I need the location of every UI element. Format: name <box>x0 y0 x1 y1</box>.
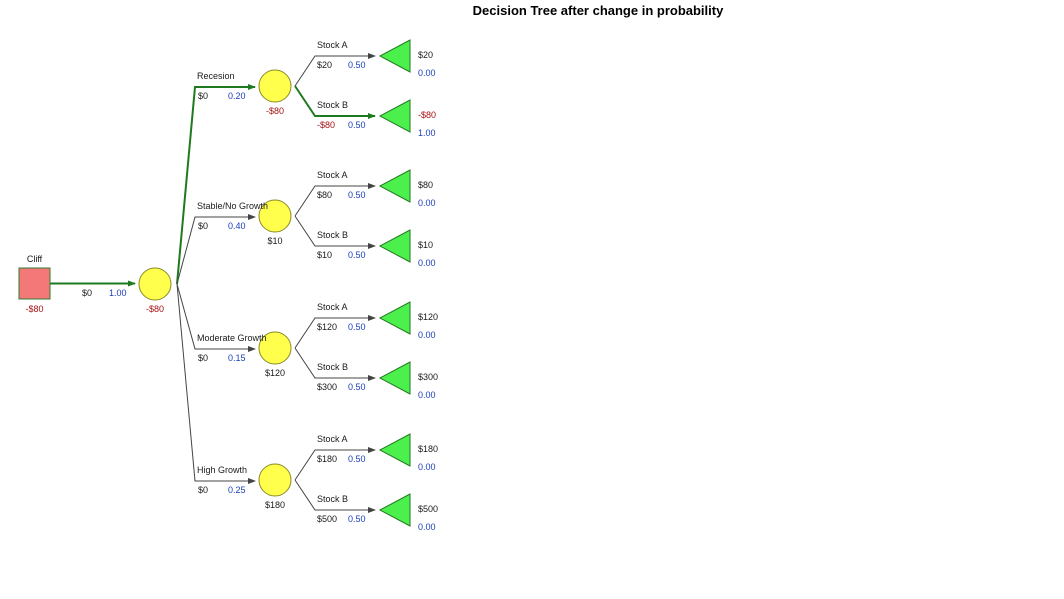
terminal-probability-1-1: 0.00 <box>418 258 436 268</box>
outcome-label-3-1: Stock B <box>317 494 348 504</box>
edge-outcome-0-1 <box>294 85 376 119</box>
branch-payoff-2: $0 <box>198 353 208 363</box>
outcome-probability-1-0: 0.50 <box>348 190 366 200</box>
terminal-value-3-0: $180 <box>418 444 438 454</box>
terminal-probability-3-1: 0.00 <box>418 522 436 532</box>
edge-outcome-3-0 <box>294 447 376 481</box>
outcome-probability-1-1: 0.50 <box>348 250 366 260</box>
outcome-probability-2-1: 0.50 <box>348 382 366 392</box>
chance-node-value-3: $180 <box>265 500 285 510</box>
branch-label-3: High Growth <box>197 465 247 475</box>
branch-payoff-3: $0 <box>198 485 208 495</box>
edge-branch-0 <box>176 84 256 285</box>
edge-branch-3 <box>176 283 256 484</box>
terminal-probability-2-1: 0.00 <box>418 390 436 400</box>
terminal-value-0-0: $20 <box>418 50 433 60</box>
branch-label-2: Moderate Growth <box>197 333 267 343</box>
root-branch-probability: 1.00 <box>109 288 127 298</box>
outcome-payoff-3-0: $180 <box>317 454 337 464</box>
outcome-payoff-2-1: $300 <box>317 382 337 392</box>
terminal-node-3-0 <box>378 433 411 467</box>
terminal-node-2-0 <box>378 301 411 335</box>
decision-node-square <box>18 267 51 300</box>
branch-payoff-1: $0 <box>198 221 208 231</box>
terminal-value-1-1: $10 <box>418 240 433 250</box>
outcome-label-0-0: Stock A <box>317 40 348 50</box>
chance-node-value: -$80 <box>146 304 164 314</box>
outcome-payoff-1-0: $80 <box>317 190 332 200</box>
outcome-payoff-0-0: $20 <box>317 60 332 70</box>
edge-branch-1 <box>176 214 256 285</box>
terminal-value-2-0: $120 <box>418 312 438 322</box>
chance-node-3 <box>258 463 292 497</box>
root-decision-label: Cliff <box>27 254 43 264</box>
terminal-probability-0-0: 0.00 <box>418 68 436 78</box>
outcome-payoff-1-1: $10 <box>317 250 332 260</box>
edge-outcome-2-1 <box>294 347 376 381</box>
chance-node-value-0: -$80 <box>266 106 284 116</box>
edge-outcome-2-0 <box>294 315 376 349</box>
outcome-label-1-1: Stock B <box>317 230 348 240</box>
branch-probability-0: 0.20 <box>228 91 246 101</box>
edge-branch-2 <box>176 283 256 352</box>
chance-node-0 <box>258 69 292 103</box>
terminal-probability-1-0: 0.00 <box>418 198 436 208</box>
chance-node-value-2: $120 <box>265 368 285 378</box>
terminal-value-3-1: $500 <box>418 504 438 514</box>
edge-outcome-1-0 <box>294 183 376 217</box>
branch-payoff-0: $0 <box>198 91 208 101</box>
terminal-value-2-1: $300 <box>418 372 438 382</box>
terminal-node-3-1 <box>378 493 411 527</box>
terminal-value-1-0: $80 <box>418 180 433 190</box>
terminal-node-0-1 <box>378 99 411 133</box>
terminal-node-1-1 <box>378 229 411 263</box>
outcome-probability-3-1: 0.50 <box>348 514 366 524</box>
edge-outcome-3-1 <box>294 479 376 513</box>
chance-node-value-1: $10 <box>267 236 282 246</box>
terminal-value-0-1: -$80 <box>418 110 436 120</box>
branch-label-1: Stable/No Growth <box>197 201 268 211</box>
terminal-node-0-0 <box>378 39 411 73</box>
tree-edges <box>50 53 376 513</box>
edge-outcome-1-1 <box>294 215 376 249</box>
outcome-probability-0-1: 0.50 <box>348 120 366 130</box>
diagram-title: Decision Tree after change in probabilit… <box>473 3 724 18</box>
outcome-label-0-1: Stock B <box>317 100 348 110</box>
outcome-label-3-0: Stock A <box>317 434 348 444</box>
outcome-payoff-2-0: $120 <box>317 322 337 332</box>
outcome-probability-2-0: 0.50 <box>348 322 366 332</box>
branch-label-0: Recesion <box>197 71 235 81</box>
terminal-probability-2-0: 0.00 <box>418 330 436 340</box>
chance-node-1 <box>258 199 292 233</box>
outcome-label-1-0: Stock A <box>317 170 348 180</box>
outcome-probability-3-0: 0.50 <box>348 454 366 464</box>
terminal-probability-3-0: 0.00 <box>418 462 436 472</box>
terminal-node-2-1 <box>378 361 411 395</box>
outcome-label-2-0: Stock A <box>317 302 348 312</box>
branch-probability-3: 0.25 <box>228 485 246 495</box>
branch-probability-2: 0.15 <box>228 353 246 363</box>
branch-probability-1: 0.40 <box>228 221 246 231</box>
tree-nodes <box>18 39 411 527</box>
edge-outcome-0-0 <box>294 53 376 87</box>
terminal-probability-0-1: 1.00 <box>418 128 436 138</box>
outcome-payoff-0-1: -$80 <box>317 120 335 130</box>
chance-node-circle <box>138 267 172 301</box>
terminal-node-1-0 <box>378 169 411 203</box>
outcome-payoff-3-1: $500 <box>317 514 337 524</box>
root-decision-value: -$80 <box>25 304 43 314</box>
chance-node-2 <box>258 331 292 365</box>
outcome-probability-0-0: 0.50 <box>348 60 366 70</box>
outcome-label-2-1: Stock B <box>317 362 348 372</box>
root-branch-payoff: $0 <box>82 288 92 298</box>
tree-labels: Cliff -$80 $0 1.00 -$80 Recesion $0 0.20 -$80 Sto… <box>25 40 438 532</box>
